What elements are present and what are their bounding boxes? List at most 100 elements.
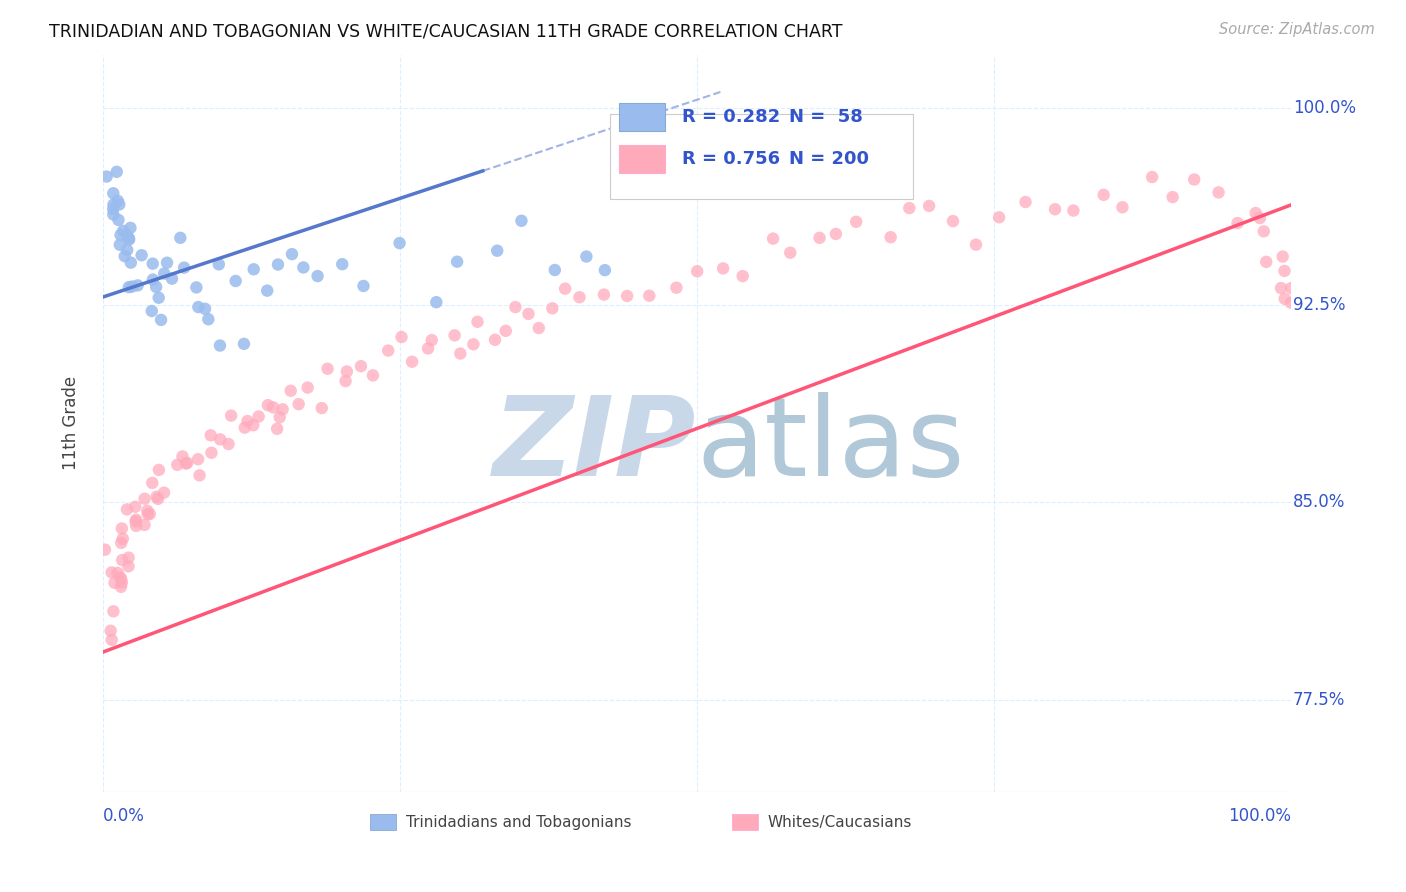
Point	[187, 452, 209, 467]
Point	[117, 550, 139, 565]
Point	[115, 228, 138, 243]
Point	[495, 324, 517, 338]
Point	[420, 333, 443, 347]
Point	[160, 271, 183, 285]
Point	[115, 243, 138, 257]
Point	[131, 248, 153, 262]
Point	[188, 468, 211, 483]
Point	[153, 267, 176, 281]
Point	[281, 247, 304, 261]
Point	[256, 284, 278, 298]
Point	[172, 450, 194, 464]
Point	[187, 300, 209, 314]
Point	[111, 532, 134, 546]
Point	[1270, 281, 1292, 295]
Point	[779, 245, 801, 260]
Point	[1271, 250, 1294, 264]
Point	[136, 508, 159, 522]
Point	[1111, 200, 1133, 214]
Text: Whites/Caucasians: Whites/Caucasians	[768, 815, 912, 830]
Point	[416, 342, 439, 356]
Point	[125, 513, 148, 527]
Text: R = 0.756: R = 0.756	[682, 150, 780, 168]
Point	[336, 364, 359, 378]
Point	[484, 333, 506, 347]
Point	[127, 278, 149, 293]
Text: R = 0.282: R = 0.282	[682, 108, 780, 126]
Point	[593, 287, 616, 301]
Point	[107, 194, 129, 208]
Point	[391, 330, 413, 344]
Point	[1043, 202, 1066, 217]
Point	[156, 256, 179, 270]
Point	[731, 269, 754, 284]
Point	[141, 475, 163, 490]
FancyBboxPatch shape	[733, 814, 758, 830]
Point	[266, 422, 288, 436]
Point	[879, 230, 901, 244]
Point	[1274, 292, 1296, 306]
Point	[94, 542, 117, 557]
Point	[1182, 172, 1205, 186]
Point	[118, 232, 141, 246]
Point	[1274, 264, 1296, 278]
Point	[108, 237, 131, 252]
Point	[194, 301, 217, 316]
Point	[111, 521, 134, 535]
Point	[169, 231, 191, 245]
Point	[125, 519, 148, 533]
Point	[124, 514, 146, 528]
Point	[1244, 206, 1267, 220]
Point	[208, 338, 231, 352]
Point	[575, 250, 598, 264]
Point	[898, 201, 921, 215]
Point	[209, 433, 232, 447]
Point	[148, 291, 170, 305]
Point	[1014, 194, 1036, 209]
Point	[269, 410, 291, 425]
Point	[114, 249, 136, 263]
Point	[554, 282, 576, 296]
Point	[845, 215, 868, 229]
Text: N =  58: N = 58	[789, 108, 863, 126]
Text: ZIP: ZIP	[494, 392, 696, 499]
Point	[111, 553, 134, 567]
Text: Source: ZipAtlas.com: Source: ZipAtlas.com	[1219, 22, 1375, 37]
Point	[287, 397, 309, 411]
Point	[142, 257, 165, 271]
Point	[541, 301, 564, 316]
Point	[988, 211, 1011, 225]
Point	[292, 260, 315, 275]
Point	[107, 566, 129, 580]
Point	[1226, 216, 1249, 230]
Point	[110, 228, 132, 243]
Point	[153, 485, 176, 500]
Point	[145, 490, 167, 504]
Point	[101, 202, 124, 216]
Point	[112, 224, 135, 238]
Point	[118, 231, 141, 245]
Point	[242, 262, 264, 277]
Point	[118, 280, 141, 294]
FancyBboxPatch shape	[610, 114, 912, 199]
Point	[100, 632, 122, 647]
Point	[150, 313, 173, 327]
Point	[107, 213, 129, 227]
Text: 77.5%: 77.5%	[1294, 690, 1346, 708]
Point	[120, 255, 142, 269]
Point	[139, 507, 162, 521]
Point	[136, 504, 159, 518]
Point	[257, 398, 280, 412]
Point	[117, 559, 139, 574]
Point	[105, 165, 128, 179]
Point	[197, 312, 219, 326]
Text: 85.0%: 85.0%	[1294, 493, 1346, 511]
Point	[1253, 224, 1275, 238]
Point	[335, 374, 357, 388]
Point	[1249, 211, 1271, 225]
Point	[1208, 186, 1230, 200]
Point	[110, 570, 132, 584]
Point	[108, 197, 131, 211]
Point	[280, 384, 302, 398]
FancyBboxPatch shape	[620, 145, 665, 173]
